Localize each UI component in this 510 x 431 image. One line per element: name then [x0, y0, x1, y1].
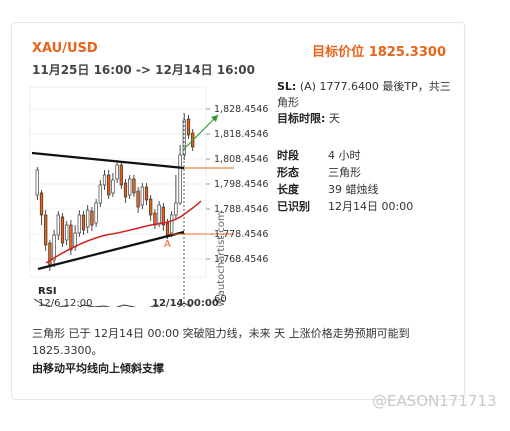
candle-body — [153, 212, 157, 226]
y-tick-label: 1,788.4546 — [214, 204, 268, 215]
signal-card: XAU/USD 目标价位 1825.3300 11月25日 16:00 -> 1… — [11, 22, 465, 400]
date-range: 11月25日 16:00 -> 12月14日 16:00 — [32, 63, 255, 77]
forecast-arrow — [183, 114, 219, 150]
candle-body — [161, 206, 165, 226]
candle-body — [44, 214, 48, 246]
candle-body — [115, 164, 119, 180]
candle-body — [77, 214, 81, 234]
candle-body — [174, 202, 178, 216]
candle-body — [186, 118, 191, 136]
candle-body — [123, 182, 128, 198]
target-price-label: 目标价位 — [312, 45, 365, 60]
moving-average-line — [45, 200, 202, 264]
candle-body — [65, 224, 69, 241]
candle-body — [90, 210, 94, 226]
candle-body — [149, 198, 153, 216]
detail-row: 已识别 12月14日 00:00 — [277, 198, 413, 215]
x-tick-start: 12/6 12:00 — [38, 298, 92, 307]
candle-body — [102, 174, 107, 186]
rsi-tick-60: 60 — [214, 294, 227, 305]
candle-body — [165, 222, 170, 236]
triangle-lower-line — [37, 230, 185, 271]
candle-body — [35, 169, 39, 196]
detail-row: 长度 39 蜡烛线 — [277, 181, 413, 198]
pattern-description: 三角形 已于 12月14日 00:00 突破阻力线，未来 天 上涨价格走势预期可… — [32, 327, 410, 357]
candle-body — [94, 202, 98, 224]
candle-body — [81, 214, 86, 231]
candle-body — [107, 174, 111, 196]
y-tick-label: 1,808.4546 — [214, 154, 268, 165]
triangle-upper-line — [31, 151, 185, 170]
candle-body — [170, 214, 174, 234]
detail-row: 形态 三角形 — [277, 164, 413, 181]
price-chart: A 1,828.4546 1,818.4546 1,808.4546 1,798.45… — [29, 86, 268, 307]
detail-row: 时段 4 小时 — [277, 147, 413, 164]
candle-body — [56, 214, 60, 236]
candle-body — [98, 184, 102, 204]
candle-body — [111, 179, 115, 194]
detail-value: 39 蜡烛线 — [328, 183, 379, 196]
stop-loss-label: SL: — [277, 80, 297, 93]
y-axis: 1,828.4546 1,818.4546 1,808.4546 1,798.4546… — [206, 104, 268, 265]
target-period: 目标时限: 天 — [277, 111, 452, 127]
candle-body — [86, 209, 90, 228]
rsi-panel: RSI 60 40 — [33, 286, 227, 307]
candle-body — [60, 216, 65, 244]
candle-body — [157, 204, 161, 224]
candle-body — [128, 178, 132, 196]
signal-info: SL: (A) 1777.6400 最後TP，共三角形 目标时限: 天 — [277, 79, 452, 127]
candle-body — [132, 178, 136, 194]
target-price: 目标价位 1825.3300 — [312, 41, 446, 60]
y-tick-label: 1,778.4546 — [214, 229, 268, 240]
candle-body — [69, 224, 73, 251]
y-tick-label: 1,828.4546 — [214, 104, 268, 115]
candle-body — [144, 186, 149, 201]
watermark: @EASON171713 — [372, 392, 497, 410]
point-a-label: A — [164, 239, 171, 250]
x-tick-end: 12/14 00:00 — [152, 298, 219, 307]
target-price-value: 1825.3300 — [368, 45, 446, 60]
target-period-label: 目标时限: — [277, 112, 326, 125]
support-note: 由移动平均线向上倾斜支撑 — [32, 362, 164, 375]
stop-loss-value: (A) 1777.6400 最後TP，共三角形 — [277, 80, 451, 109]
candle-body — [52, 234, 56, 261]
detail-key: 已识别 — [277, 200, 310, 213]
candle-body — [140, 186, 144, 206]
candle-body — [178, 154, 182, 204]
rsi-label: RSI — [38, 286, 57, 297]
y-tick-label: 1,768.4546 — [214, 254, 268, 265]
target-period-value: 天 — [328, 112, 340, 125]
pattern-details: 时段 4 小时 形态 三角形 长度 39 蜡烛线 已识别 12月14日 00:0… — [277, 147, 413, 215]
detail-key: 时段 — [277, 149, 299, 162]
rsi-line — [33, 298, 193, 307]
detail-value: 12月14日 00:00 — [328, 200, 414, 213]
detail-key: 长度 — [277, 183, 299, 196]
y-tick-label: 1,818.4546 — [214, 129, 268, 140]
candle-body — [39, 192, 44, 216]
stop-loss: SL: (A) 1777.6400 最後TP，共三角形 — [277, 79, 452, 111]
instrument-symbol[interactable]: XAU/USD — [32, 41, 98, 56]
candle-body — [119, 164, 123, 186]
candle-body — [136, 190, 140, 208]
y-tick-label: 1,798.4546 — [214, 179, 268, 190]
chart-source: www.autochartist.com — [216, 211, 227, 307]
detail-value: 三角形 — [328, 166, 361, 179]
candle-body — [73, 232, 77, 248]
detail-value: 4 小时 — [328, 149, 361, 162]
detail-key: 形态 — [277, 166, 299, 179]
